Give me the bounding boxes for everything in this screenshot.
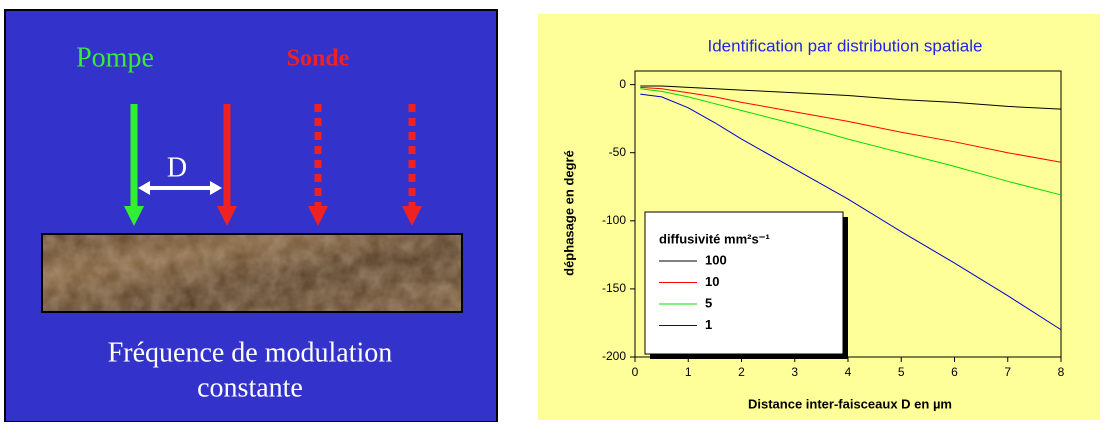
pump-arrow-head xyxy=(124,206,144,226)
x-tick-label: 8 xyxy=(1058,365,1065,379)
x-tick-label: 1 xyxy=(685,365,692,379)
legend-label: 1 xyxy=(705,317,712,332)
distance-label: D xyxy=(167,152,187,183)
x-tick-label: 7 xyxy=(1004,365,1011,379)
x-tick-label: 3 xyxy=(791,365,798,379)
y-tick-label: -50 xyxy=(609,145,627,159)
distance-arrow-head xyxy=(138,181,150,195)
legend-title: diffusivité mm²s⁻¹ xyxy=(659,231,770,246)
y-tick-label: -100 xyxy=(602,213,626,227)
diagram: Pompe Sonde D Fréquence de modulation co… xyxy=(4,9,498,423)
probe-arrow-head xyxy=(217,206,237,226)
y-axis-label: déphasage en degré xyxy=(561,150,576,276)
x-tick-label: 2 xyxy=(738,365,745,379)
caption: Fréquence de modulation xyxy=(108,337,393,368)
distance-arrow-head xyxy=(210,181,222,195)
caption: constante xyxy=(197,372,303,403)
y-tick-label: 0 xyxy=(619,77,626,91)
chart-title: Identification par distribution spatiale xyxy=(708,36,983,55)
sample-texture xyxy=(43,235,461,311)
chart: Identification par distribution spatiale… xyxy=(538,14,1100,420)
legend-label: 100 xyxy=(705,252,727,267)
series-line xyxy=(640,88,1062,196)
x-tick-label: 0 xyxy=(632,365,639,379)
x-tick-label: 6 xyxy=(951,365,958,379)
series-line xyxy=(640,85,1062,110)
x-tick-label: 4 xyxy=(845,365,852,379)
probe-arrow-head xyxy=(308,206,328,226)
pump-label: Pompe xyxy=(76,42,154,73)
legend-label: 10 xyxy=(705,274,719,289)
x-axis-label: Distance inter-faisceaux D en µm xyxy=(748,396,952,411)
series-line xyxy=(640,86,1062,163)
probe-arrow-head xyxy=(402,206,422,226)
y-tick-label: -150 xyxy=(602,281,626,295)
y-tick-label: -200 xyxy=(602,349,626,363)
x-tick-label: 5 xyxy=(898,365,905,379)
series-line xyxy=(640,93,1062,331)
legend-label: 5 xyxy=(705,295,712,310)
probe-label: Sonde xyxy=(287,46,350,72)
